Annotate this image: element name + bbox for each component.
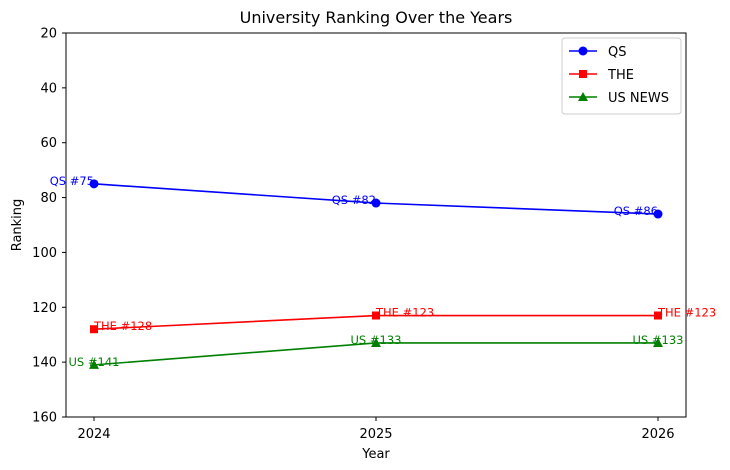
y-tick-label: 40 bbox=[40, 81, 57, 96]
data-label: THE #123 bbox=[375, 306, 434, 320]
axes-layer: 20 40 60 80 100 120 140 160 2024 2025 2026 bbox=[32, 27, 674, 443]
data-label: QS #75 bbox=[50, 174, 94, 188]
y-tick-label: 60 bbox=[40, 136, 57, 151]
y-tick-label: 160 bbox=[32, 411, 57, 426]
data-label: QS #82 bbox=[332, 193, 376, 207]
y-tick-label: 120 bbox=[32, 301, 57, 316]
legend-label: QS bbox=[608, 45, 626, 60]
data-point bbox=[653, 209, 663, 219]
legend-marker bbox=[579, 70, 587, 78]
series-the: THE #128 THE #123 THE #123 bbox=[90, 306, 716, 334]
legend-label: THE bbox=[607, 68, 634, 83]
data-point bbox=[371, 337, 381, 347]
y-tick-label: 140 bbox=[32, 356, 57, 371]
data-point bbox=[89, 359, 99, 369]
x-axis-label: Year bbox=[361, 447, 390, 462]
data-label: US #141 bbox=[69, 355, 120, 369]
y-axis-label: Ranking bbox=[10, 199, 25, 252]
legend-marker bbox=[578, 46, 588, 56]
y-tick-label: 20 bbox=[40, 27, 57, 42]
legend-marker bbox=[578, 92, 588, 101]
legend: QS THE US NEWS bbox=[561, 37, 682, 115]
series-qs: QS #75 QS #82 QS #86 bbox=[50, 174, 663, 219]
data-label: US #133 bbox=[351, 333, 402, 347]
data-point bbox=[371, 198, 381, 208]
legend-item: QS bbox=[569, 45, 626, 60]
data-label: US #133 bbox=[633, 333, 684, 347]
chart-title: University Ranking Over the Years bbox=[240, 8, 513, 27]
data-label: QS #86 bbox=[614, 204, 658, 218]
data-point bbox=[89, 179, 99, 189]
data-point bbox=[372, 311, 380, 320]
legend-item: THE bbox=[569, 68, 634, 83]
series-us-news: US #141 US #133 US #133 bbox=[69, 333, 684, 369]
data-point bbox=[653, 337, 663, 347]
data-point bbox=[90, 325, 98, 334]
data-label: THE #128 bbox=[93, 319, 152, 333]
legend-item: US NEWS bbox=[569, 91, 669, 106]
legend-label: US NEWS bbox=[608, 91, 669, 106]
x-tick-label: 2025 bbox=[359, 427, 392, 442]
data-point bbox=[654, 311, 662, 320]
legend-box bbox=[561, 37, 682, 115]
x-tick-label: 2026 bbox=[641, 427, 674, 442]
data-label: THE #123 bbox=[657, 306, 716, 320]
y-tick-label: 80 bbox=[40, 191, 57, 206]
y-tick-label: 100 bbox=[32, 246, 57, 261]
x-tick-label: 2024 bbox=[77, 427, 110, 442]
